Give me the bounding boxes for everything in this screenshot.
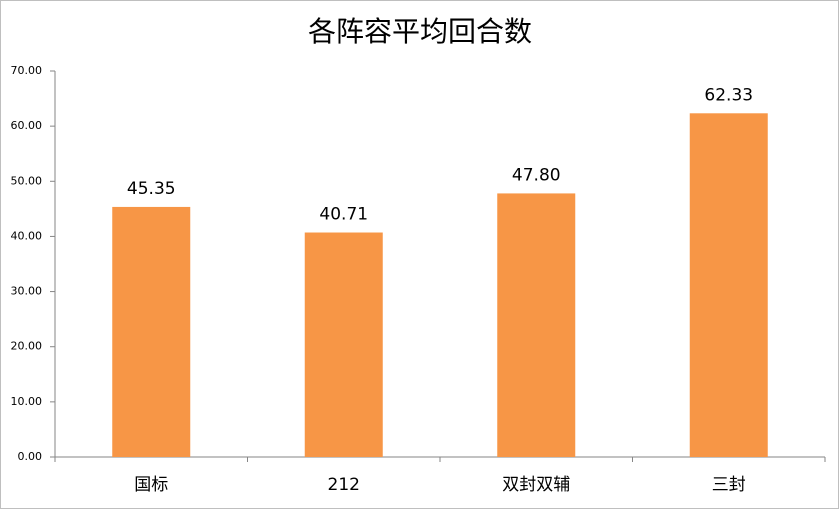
value-label: 40.71 xyxy=(319,205,368,225)
x-tick-label: 三封 xyxy=(712,475,746,495)
bar xyxy=(112,206,191,457)
value-label: 47.80 xyxy=(512,165,561,185)
x-tick-label: 国标 xyxy=(134,475,168,495)
bar xyxy=(304,232,383,457)
y-tick-label: 30.00 xyxy=(11,285,43,298)
y-tick-label: 70.00 xyxy=(11,64,43,77)
y-tick-label: 40.00 xyxy=(11,229,43,242)
value-label: 62.33 xyxy=(704,85,753,105)
x-tick-label: 双封双辅 xyxy=(502,475,570,495)
x-tick-label: 212 xyxy=(328,475,360,495)
chart-title: 各阵容平均回合数 xyxy=(308,15,532,48)
bar xyxy=(689,113,768,458)
y-tick-label: 0.00 xyxy=(18,450,43,463)
y-tick-label: 50.00 xyxy=(11,174,43,187)
y-tick-label: 10.00 xyxy=(11,395,43,408)
y-tick-label: 20.00 xyxy=(11,340,43,353)
bar xyxy=(497,193,576,457)
y-tick-label: 60.00 xyxy=(11,119,43,132)
value-label: 45.35 xyxy=(127,179,176,199)
